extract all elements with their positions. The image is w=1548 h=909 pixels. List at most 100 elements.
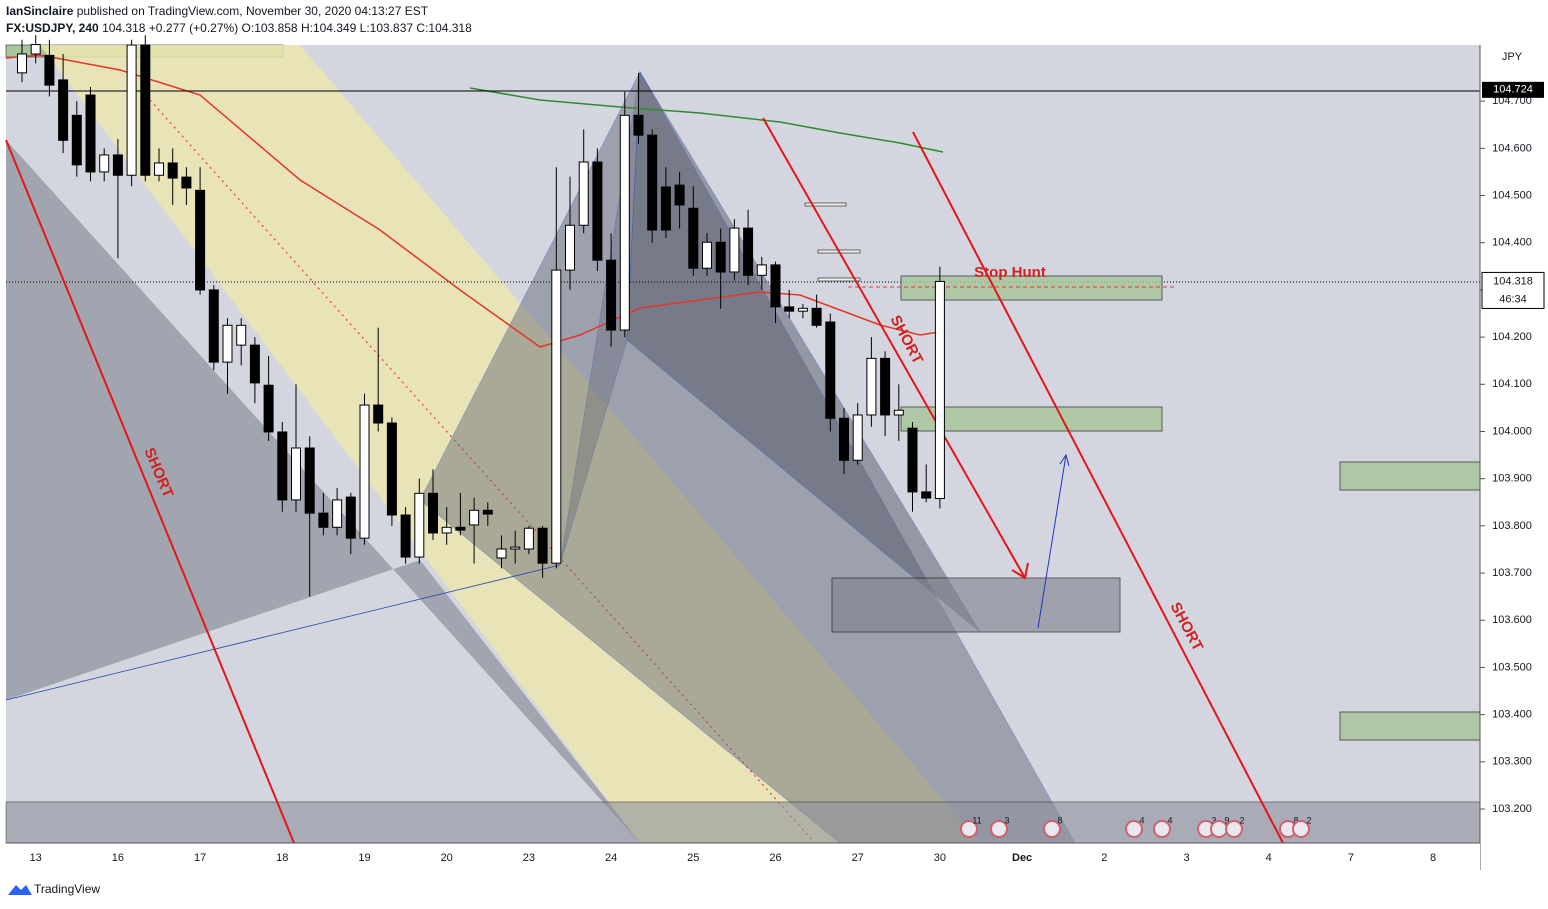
candle-body: [743, 227, 754, 276]
marker: [804, 202, 847, 207]
event-badge: 9: [1224, 815, 1229, 825]
y-tick-label: 104.400: [1492, 237, 1532, 249]
channel: [40, 45, 980, 843]
candle-body: [140, 44, 151, 176]
candle-body: [729, 227, 740, 273]
candle-body: [893, 409, 904, 416]
x-tick-label: 27: [852, 852, 864, 864]
arrow: [1037, 454, 1067, 629]
ohlc: C:104.318: [416, 21, 472, 35]
candle-body: [126, 44, 137, 176]
published: published on TradingView.com, November 3…: [77, 4, 429, 18]
x-tick-label: 30: [934, 852, 946, 864]
y-tick-label: 103.900: [1492, 473, 1532, 485]
candle-body: [482, 509, 493, 515]
candle-body: [428, 492, 438, 534]
y-tick-label: 104.500: [1492, 189, 1532, 201]
candle-body: [373, 404, 384, 424]
x-tick-label: 7: [1348, 852, 1354, 864]
x-tick-label: 8: [1430, 852, 1436, 864]
candle-body: [359, 404, 370, 539]
candle-body: [784, 306, 795, 312]
x-tick-label: 3: [1183, 852, 1189, 864]
candle-body: [592, 161, 603, 261]
header-line: FX:USDJPY, 240 104.318 +0.277 (+0.27%) O…: [6, 21, 472, 35]
zone: [1339, 461, 1481, 491]
brand: TradingView: [34, 882, 100, 896]
pattern-line: [5, 564, 561, 701]
channel-mid: [149, 99, 816, 844]
event-icon: [1225, 820, 1243, 838]
candle-body: [17, 53, 27, 74]
candle-body: [496, 548, 507, 559]
candle-body: [770, 264, 781, 308]
moving-average: [5, 54, 946, 348]
event-badge: 8: [1057, 815, 1062, 825]
candle-body: [619, 114, 630, 331]
y-tick-label: 103.800: [1492, 520, 1532, 532]
x-tick-label: 23: [523, 852, 535, 864]
header-line: IanSinclaire published on TradingView.co…: [6, 4, 429, 18]
candle-body: [304, 447, 315, 514]
candle-body: [715, 241, 726, 273]
candle-body: [907, 427, 918, 493]
x-tick-label: 2: [1101, 852, 1107, 864]
last-price-label: 104.318: [1493, 275, 1533, 287]
candle-body: [606, 259, 617, 331]
candle-body: [688, 207, 699, 269]
y-tick-label: 104.200: [1492, 331, 1532, 343]
x-tick-label: 18: [276, 852, 288, 864]
candle-body: [921, 491, 932, 499]
x-tick-label: 26: [769, 852, 781, 864]
y-tick-label: 103.700: [1492, 567, 1532, 579]
drawings: [5, 44, 1481, 844]
trend-line: [5, 139, 295, 844]
candle-body: [756, 264, 767, 276]
candle-body: [58, 79, 69, 141]
zone: [831, 577, 1121, 633]
annotation: Stop Hunt: [974, 264, 1046, 281]
event-icon: [1043, 820, 1061, 838]
candle-body: [414, 492, 425, 558]
candle-body: [660, 186, 671, 231]
price-axis: [1480, 45, 1548, 843]
candle-body: [71, 114, 82, 166]
candle-body: [85, 94, 96, 173]
candle-body: [852, 414, 863, 461]
currency: JPY: [1502, 51, 1523, 63]
candle-body: [30, 44, 41, 55]
x-tick-label: Dec: [1012, 852, 1032, 864]
candle-body: [674, 184, 685, 206]
candle-body: [181, 176, 192, 189]
y-tick-label: 103.600: [1492, 614, 1532, 626]
trend-line: [912, 131, 1284, 844]
candle-body: [537, 527, 548, 564]
candle-body: [441, 526, 452, 534]
candle-body: [345, 496, 356, 539]
candle-body: [633, 114, 644, 136]
symbol: FX:USDJPY, 240: [6, 21, 99, 35]
candle-body: [236, 324, 247, 346]
candle-body: [400, 514, 411, 558]
last: 104.318: [102, 21, 146, 35]
y-tick-label: 103.200: [1492, 803, 1532, 815]
trend-line: [762, 117, 1026, 579]
candle-body: [523, 527, 534, 550]
candle-body: [195, 189, 206, 291]
event-badge: 2: [1306, 815, 1311, 825]
candles: [17, 35, 945, 597]
last-price-box: [1481, 271, 1545, 309]
event-badge: 11: [972, 815, 981, 825]
candle-body: [647, 134, 658, 231]
price-label-box: [1482, 81, 1544, 98]
y-tick-label: 104.100: [1492, 378, 1532, 390]
x-tick-label: 24: [605, 852, 617, 864]
candle-body: [551, 269, 562, 564]
candle-body: [249, 344, 260, 384]
change: +0.277 (+0.27%): [149, 21, 238, 35]
candle-body: [934, 280, 945, 500]
x-tick-label: 13: [30, 852, 42, 864]
candle-body: [332, 499, 343, 528]
candle-body: [291, 447, 301, 501]
